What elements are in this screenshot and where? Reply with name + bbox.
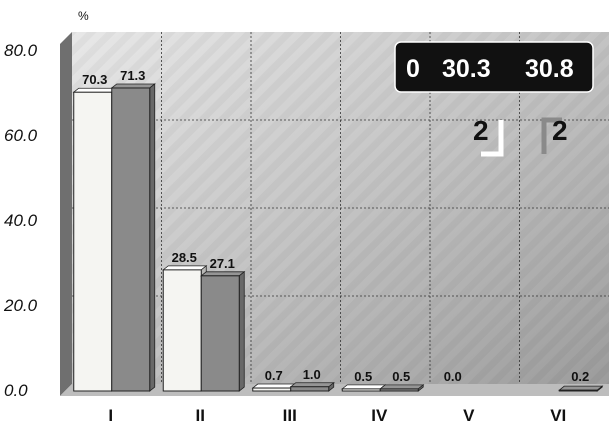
bar-top [72, 87, 118, 93]
bar-side [149, 83, 156, 392]
bars [72, 83, 604, 392]
data-label: 1.0 [303, 367, 321, 382]
annotation-box-background [394, 41, 594, 93]
data-label: 27.1 [210, 256, 235, 271]
x-tick-label: IV [371, 406, 388, 425]
data-label: 0.7 [265, 368, 283, 383]
data-label: 70.3 [82, 72, 107, 87]
bar-face [290, 386, 330, 392]
bar [341, 384, 387, 392]
x-tick-label: I [108, 406, 113, 425]
y-unit-label: % [78, 9, 89, 23]
bar [72, 87, 118, 392]
bar-top [379, 384, 425, 390]
data-label: 0.0 [444, 369, 462, 384]
bar-side [238, 270, 245, 392]
bar [110, 83, 156, 392]
legend-label-1: 2 [473, 115, 489, 146]
y-tick-label: 60.0 [4, 126, 38, 145]
bar [251, 383, 297, 392]
legend-label-2: 2 [552, 115, 568, 146]
bar-top [110, 83, 156, 89]
annotation-value-2: 30.3 [442, 55, 491, 83]
left-wall [60, 32, 72, 396]
bar-face [111, 87, 151, 392]
legend-item-2: 2 [541, 115, 568, 154]
bar-face [162, 269, 202, 392]
data-label: 71.3 [120, 68, 145, 83]
annotation-value-1: 0 [406, 55, 420, 83]
bar-top [200, 271, 246, 277]
legend-swatch-1 [481, 120, 504, 157]
bar-top [558, 385, 604, 391]
bar [558, 385, 604, 392]
data-label: 0.5 [392, 369, 410, 384]
annotation-value-3: 30.8 [525, 55, 574, 83]
bar-face [341, 388, 381, 392]
data-label: 0.2 [571, 369, 589, 384]
x-tick-label: V [463, 406, 475, 425]
x-tick-label: VI [550, 406, 566, 425]
bar-face [200, 275, 240, 392]
y-tick-label: 80.0 [4, 41, 38, 60]
grid [72, 32, 609, 384]
data-label: 28.5 [172, 250, 197, 265]
bar-top [289, 382, 335, 388]
y-tick-label: 0.0 [4, 381, 28, 400]
data-labels: 70.3 71.3 28.5 27.1 0.7 1.0 0.5 0.5 0.0 0.2 [82, 68, 589, 384]
bar-face [252, 387, 292, 392]
bar [379, 384, 425, 392]
axes: 0.020.040.060.080.0I II III IV V VI [3, 41, 566, 425]
bar-face [558, 389, 598, 392]
data-label: 0.5 [354, 369, 372, 384]
bar [200, 270, 246, 392]
x-tick-label: III [283, 406, 297, 425]
bar-top [162, 265, 208, 271]
x-tick-label: II [196, 406, 205, 425]
y-tick-label: 40.0 [4, 211, 38, 230]
bar-top [251, 383, 297, 389]
legend-item-1: 2 [473, 115, 504, 157]
legend-swatch-2 [541, 117, 562, 154]
bar-face [379, 388, 419, 392]
y-tick-label: 20.0 [3, 296, 38, 315]
annotation-box: 0 30.3 30.8 [394, 41, 594, 93]
bar-face [73, 91, 113, 392]
bar [289, 381, 335, 392]
bar-top [341, 384, 387, 390]
bar [162, 265, 208, 392]
legend: 2 2 [473, 115, 568, 157]
